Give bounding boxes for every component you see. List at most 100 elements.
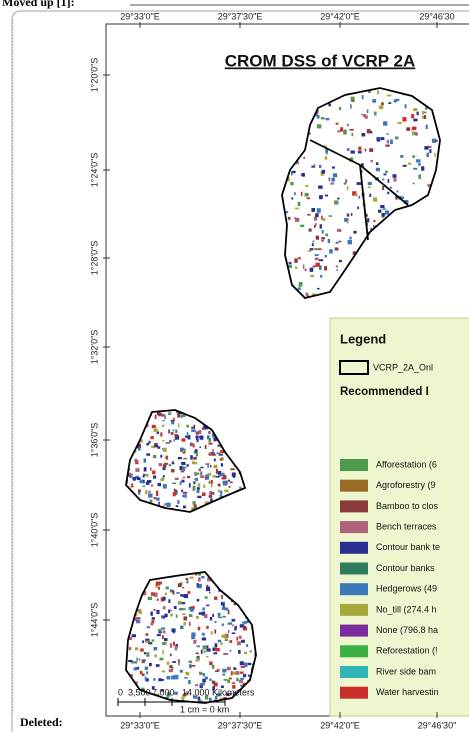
land-use-patch bbox=[172, 461, 174, 464]
land-use-patch bbox=[218, 484, 221, 487]
land-use-patch bbox=[153, 455, 156, 458]
land-use-patch bbox=[176, 505, 179, 507]
land-use-patch bbox=[229, 678, 232, 680]
land-use-patch bbox=[196, 645, 199, 647]
land-use-patch bbox=[232, 619, 236, 622]
land-use-patch bbox=[146, 633, 149, 635]
land-use-patch bbox=[213, 652, 217, 654]
land-use-patch bbox=[236, 678, 238, 682]
land-use-patch bbox=[215, 643, 217, 647]
boundary-label: VCRP_2A_Onl bbox=[373, 362, 433, 372]
left-coord: 1°24'0"S bbox=[89, 153, 99, 188]
land-use-patch bbox=[200, 683, 204, 685]
land-use-patch bbox=[181, 490, 183, 492]
land-use-patch bbox=[352, 133, 354, 136]
land-use-patch bbox=[321, 216, 323, 220]
map-title: CROM DSS of VCRP 2A bbox=[225, 51, 416, 70]
land-use-patch bbox=[143, 480, 145, 484]
land-use-patch bbox=[370, 160, 373, 162]
land-use-patch bbox=[219, 454, 223, 456]
land-use-patch bbox=[225, 653, 228, 655]
left-coord: 1°20'0"S bbox=[89, 58, 99, 93]
land-use-patch bbox=[163, 448, 167, 452]
land-use-patch bbox=[223, 616, 226, 618]
land-use-patch bbox=[367, 129, 371, 133]
land-use-patch bbox=[325, 156, 328, 159]
land-use-patch bbox=[162, 642, 166, 645]
land-use-patch bbox=[228, 630, 230, 633]
land-use-patch bbox=[376, 162, 378, 165]
land-use-patch bbox=[321, 237, 325, 239]
land-use-patch bbox=[424, 115, 426, 119]
land-use-patch bbox=[142, 640, 144, 643]
land-use-patch bbox=[333, 173, 337, 177]
land-use-patch bbox=[197, 439, 199, 442]
land-use-patch bbox=[368, 91, 371, 93]
land-use-patch bbox=[144, 652, 146, 654]
land-use-patch bbox=[335, 247, 339, 250]
land-use-patch bbox=[427, 153, 429, 157]
land-use-patch bbox=[197, 583, 199, 587]
top-coord: 29°37'30"E bbox=[218, 11, 263, 21]
land-use-patch bbox=[148, 597, 152, 600]
land-use-patch bbox=[378, 210, 381, 213]
land-use-patch bbox=[145, 676, 147, 680]
land-use-patch bbox=[180, 481, 182, 485]
land-use-patch bbox=[223, 674, 226, 676]
land-use-patch bbox=[230, 481, 233, 483]
land-use-patch bbox=[183, 608, 186, 610]
land-use-patch bbox=[297, 287, 300, 290]
land-use-patch bbox=[131, 483, 133, 485]
legend-label: Contour bank te bbox=[376, 542, 440, 552]
land-use-patch bbox=[172, 430, 174, 432]
land-use-patch bbox=[323, 218, 326, 221]
land-use-patch bbox=[178, 601, 180, 603]
bottom-coord: 29°46'30" bbox=[418, 720, 457, 730]
land-use-patch bbox=[232, 682, 235, 684]
land-use-patch bbox=[362, 95, 364, 99]
land-use-patch bbox=[343, 130, 347, 134]
land-use-patch bbox=[166, 456, 169, 460]
land-use-patch bbox=[187, 476, 190, 478]
land-use-patch bbox=[298, 257, 301, 259]
land-use-patch bbox=[160, 478, 164, 481]
land-use-patch bbox=[195, 659, 199, 661]
land-use-patch bbox=[312, 243, 314, 246]
land-use-patch bbox=[209, 495, 213, 498]
land-use-patch bbox=[161, 627, 165, 629]
land-use-patch bbox=[340, 127, 343, 131]
land-use-patch bbox=[153, 609, 156, 611]
land-use-patch bbox=[337, 229, 341, 232]
land-use-patch bbox=[248, 663, 252, 665]
land-use-patch bbox=[338, 241, 341, 243]
land-use-patch bbox=[155, 415, 157, 419]
land-use-patch bbox=[336, 265, 338, 267]
land-use-patch bbox=[355, 194, 358, 196]
land-use-patch bbox=[200, 471, 202, 475]
land-use-patch bbox=[143, 475, 145, 478]
land-use-patch bbox=[154, 647, 158, 650]
land-use-patch bbox=[240, 678, 244, 680]
land-use-patch bbox=[220, 642, 222, 645]
land-use-patch bbox=[413, 119, 417, 122]
land-use-patch bbox=[421, 166, 424, 170]
land-use-patch bbox=[176, 592, 179, 594]
land-use-patch bbox=[329, 249, 333, 253]
land-use-patch bbox=[435, 140, 438, 142]
land-use-patch bbox=[182, 495, 186, 498]
legend-swatch bbox=[340, 625, 368, 637]
land-use-patch bbox=[169, 665, 173, 668]
land-use-patch bbox=[381, 213, 384, 217]
land-use-patch bbox=[207, 465, 209, 468]
land-use-patch bbox=[162, 440, 164, 442]
land-use-patch bbox=[347, 186, 349, 190]
land-use-patch bbox=[209, 452, 211, 456]
land-use-patch bbox=[295, 218, 299, 222]
land-use-patch bbox=[215, 648, 219, 652]
land-use-patch bbox=[213, 466, 216, 468]
land-use-patch bbox=[150, 612, 152, 616]
land-use-patch bbox=[390, 140, 393, 144]
land-use-patch bbox=[189, 664, 191, 668]
land-use-patch bbox=[173, 492, 176, 496]
land-use-patch bbox=[188, 661, 192, 663]
